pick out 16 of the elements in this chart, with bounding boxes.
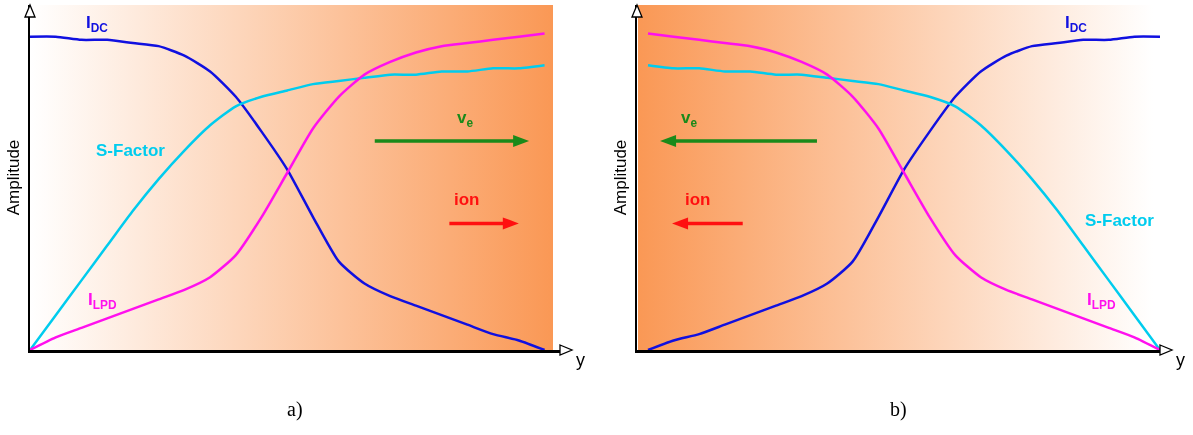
- text: b): [890, 398, 907, 421]
- text: a): [287, 398, 303, 421]
- annotation: v$_{e}$: [457, 108, 474, 130]
- series-label: S-Factor: [1085, 211, 1155, 230]
- annotation: v$_{e}$: [681, 108, 698, 130]
- x-axis-title: y: [576, 350, 585, 370]
- series-label: I$_{DC}$: [86, 13, 109, 35]
- series-label: I$_{LPD}$: [1087, 290, 1116, 312]
- annotation: ion: [454, 190, 480, 209]
- series-label: I$_{DC}$: [1065, 13, 1088, 35]
- y-axis-title: Amplitude: [610, 139, 630, 216]
- y-axis-title: Amplitude: [3, 139, 23, 216]
- x-axis-title: y: [1176, 350, 1185, 370]
- annotation: ion: [685, 190, 711, 209]
- series-label: S-Factor: [96, 141, 166, 160]
- series-label: I$_{LPD}$: [88, 290, 117, 312]
